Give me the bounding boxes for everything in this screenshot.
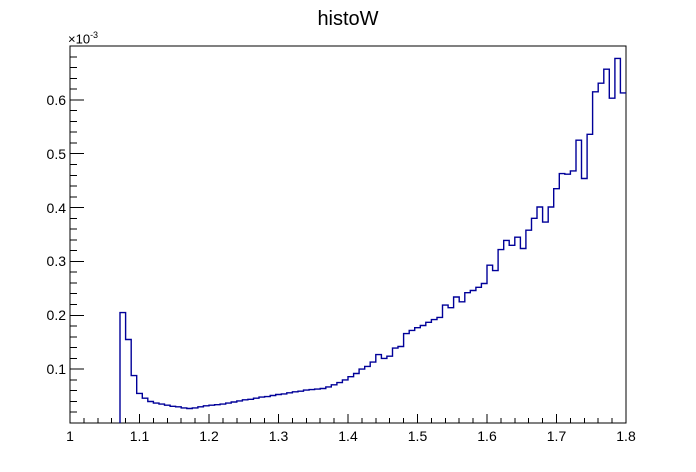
x-tick-label: 1.1 <box>129 428 150 444</box>
x-tick-label: 1.5 <box>407 428 428 444</box>
exponent-power: -3 <box>90 30 99 40</box>
x-tick-label: 1.2 <box>199 428 219 444</box>
plot-frame <box>69 45 627 424</box>
histogram-step-line <box>119 57 626 423</box>
x-tick-label: 1 <box>66 428 74 444</box>
y-tick-label: 0.3 <box>46 253 66 270</box>
y-tick-label: 0.5 <box>46 145 66 162</box>
y-tick-label: 0.6 <box>46 91 66 108</box>
x-tick-label: 1.3 <box>268 428 289 444</box>
exponent-base: ×10 <box>68 31 91 47</box>
y-tick-label: 0.2 <box>46 307 66 324</box>
y-axis-exponent-label: ×10-3 <box>68 30 98 46</box>
x-tick-label: 1.6 <box>477 428 497 444</box>
y-tick-label: 0.4 <box>46 199 66 216</box>
y-tick-label: 0.1 <box>46 361 66 378</box>
x-tick-label: 1.8 <box>616 428 636 444</box>
x-tick-label: 1.7 <box>546 428 567 444</box>
x-tick-label: 1.4 <box>338 428 358 444</box>
chart-title: histoW <box>317 8 379 30</box>
